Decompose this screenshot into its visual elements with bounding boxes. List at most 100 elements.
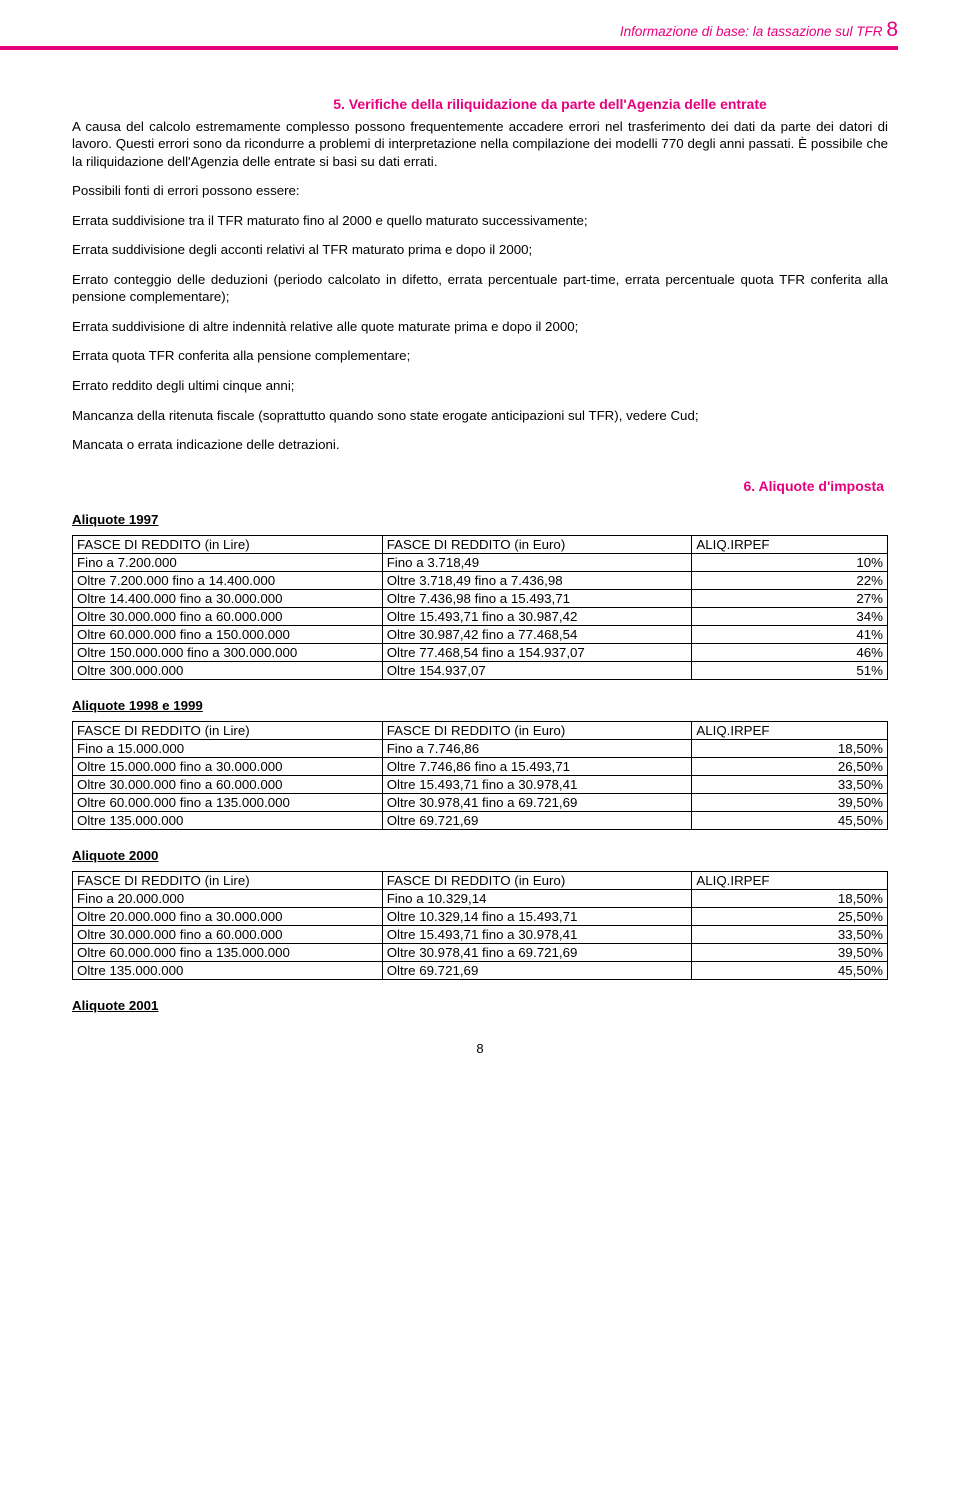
table-cell: Oltre 60.000.000 fino a 135.000.000 xyxy=(73,793,383,811)
table-header-row: FASCE DI REDDITO (in Lire)FASCE DI REDDI… xyxy=(73,535,888,553)
table-cell: 33,50% xyxy=(692,775,888,793)
table-cell: 39,50% xyxy=(692,793,888,811)
table-cell: Oltre 7.200.000 fino a 14.400.000 xyxy=(73,571,383,589)
table-row: Oltre 135.000.000Oltre 69.721,6945,50% xyxy=(73,811,888,829)
table-cell: Oltre 150.000.000 fino a 300.000.000 xyxy=(73,643,383,661)
table-header-row: FASCE DI REDDITO (in Lire)FASCE DI REDDI… xyxy=(73,721,888,739)
table-cell: 41% xyxy=(692,625,888,643)
table-cell: 22% xyxy=(692,571,888,589)
table-row: Oltre 30.000.000 fino a 60.000.000Oltre … xyxy=(73,775,888,793)
table-row: Oltre 7.200.000 fino a 14.400.000Oltre 3… xyxy=(73,571,888,589)
section-5-para-lead: Possibili fonti di errori possono essere… xyxy=(72,182,888,200)
table-cell: 18,50% xyxy=(692,889,888,907)
table-cell: Oltre 15.493,71 fino a 30.978,41 xyxy=(382,925,692,943)
table-cell: Oltre 14.400.000 fino a 30.000.000 xyxy=(73,589,383,607)
aliquote-2001-subhead: Aliquote 2001 xyxy=(72,998,888,1013)
table-cell: Oltre 69.721,69 xyxy=(382,811,692,829)
table-cell: Oltre 154.937,07 xyxy=(382,661,692,679)
error-item: Errato conteggio delle deduzioni (period… xyxy=(72,271,888,306)
table-cell: Oltre 300.000.000 xyxy=(73,661,383,679)
table-cell: Oltre 30.987,42 fino a 77.468,54 xyxy=(382,625,692,643)
table-cell: Oltre 135.000.000 xyxy=(73,961,383,979)
table-header-cell: FASCE DI REDDITO (in Lire) xyxy=(73,535,383,553)
table-cell: Oltre 15.000.000 fino a 30.000.000 xyxy=(73,757,383,775)
error-item: Mancanza della ritenuta fiscale (sopratt… xyxy=(72,407,888,425)
table-header-cell: ALIQ.IRPEF xyxy=(692,721,888,739)
error-item: Errato reddito degli ultimi cinque anni; xyxy=(72,377,888,395)
table-cell: Oltre 60.000.000 fino a 150.000.000 xyxy=(73,625,383,643)
table-cell: 26,50% xyxy=(692,757,888,775)
table-row: Oltre 15.000.000 fino a 30.000.000Oltre … xyxy=(73,757,888,775)
table-cell: Oltre 77.468,54 fino a 154.937,07 xyxy=(382,643,692,661)
table-header-cell: FASCE DI REDDITO (in Euro) xyxy=(382,871,692,889)
table-cell: 18,50% xyxy=(692,739,888,757)
table-cell: Fino a 7.746,86 xyxy=(382,739,692,757)
table-row: Oltre 300.000.000Oltre 154.937,0751% xyxy=(73,661,888,679)
table-row: Oltre 20.000.000 fino a 30.000.000Oltre … xyxy=(73,907,888,925)
table-cell: Oltre 20.000.000 fino a 30.000.000 xyxy=(73,907,383,925)
table-cell: Oltre 30.978,41 fino a 69.721,69 xyxy=(382,793,692,811)
table-cell: 27% xyxy=(692,589,888,607)
table-cell: Fino a 15.000.000 xyxy=(73,739,383,757)
tax-rate-table: FASCE DI REDDITO (in Lire)FASCE DI REDDI… xyxy=(72,721,888,830)
header-page-number: 8 xyxy=(886,18,898,41)
table-row: Oltre 14.400.000 fino a 30.000.000Oltre … xyxy=(73,589,888,607)
tax-rate-table: FASCE DI REDDITO (in Lire)FASCE DI REDDI… xyxy=(72,871,888,980)
section-6-heading: 6. Aliquote d'imposta xyxy=(72,478,888,494)
table-cell: Oltre 30.000.000 fino a 60.000.000 xyxy=(73,925,383,943)
table-cell: 25,50% xyxy=(692,907,888,925)
table-header-cell: ALIQ.IRPEF xyxy=(692,535,888,553)
table-cell: Oltre 7.746,86 fino a 15.493,71 xyxy=(382,757,692,775)
table-header-cell: FASCE DI REDDITO (in Euro) xyxy=(382,535,692,553)
page-header: Informazione di base: la tassazione sul … xyxy=(0,0,960,46)
table-row: Oltre 60.000.000 fino a 150.000.000Oltre… xyxy=(73,625,888,643)
table-cell: 45,50% xyxy=(692,811,888,829)
section-5-para-intro: A causa del calcolo estremamente comples… xyxy=(72,118,888,171)
table-cell: Fino a 20.000.000 xyxy=(73,889,383,907)
table-header-cell: ALIQ.IRPEF xyxy=(692,871,888,889)
table-cell: 33,50% xyxy=(692,925,888,943)
table-cell: 46% xyxy=(692,643,888,661)
table-cell: Oltre 60.000.000 fino a 135.000.000 xyxy=(73,943,383,961)
section-5-heading: 5. Verifiche della riliquidazione da par… xyxy=(72,96,888,112)
error-item: Errata quota TFR conferita alla pensione… xyxy=(72,347,888,365)
table-title: Aliquote 2000 xyxy=(72,848,888,863)
tax-tables-container: Aliquote 1997FASCE DI REDDITO (in Lire)F… xyxy=(72,512,888,980)
error-item: Mancata o errata indicazione delle detra… xyxy=(72,436,888,454)
table-row: Oltre 135.000.000Oltre 69.721,6945,50% xyxy=(73,961,888,979)
table-cell: Oltre 30.000.000 fino a 60.000.000 xyxy=(73,775,383,793)
table-header-row: FASCE DI REDDITO (in Lire)FASCE DI REDDI… xyxy=(73,871,888,889)
table-cell: Oltre 15.493,71 fino a 30.978,41 xyxy=(382,775,692,793)
error-item: Errata suddivisione degli acconti relati… xyxy=(72,241,888,259)
table-header-cell: FASCE DI REDDITO (in Euro) xyxy=(382,721,692,739)
table-row: Oltre 30.000.000 fino a 60.000.000Oltre … xyxy=(73,925,888,943)
table-row: Fino a 15.000.000Fino a 7.746,8618,50% xyxy=(73,739,888,757)
table-cell: Oltre 10.329,14 fino a 15.493,71 xyxy=(382,907,692,925)
table-cell: Fino a 7.200.000 xyxy=(73,553,383,571)
page-body: 5. Verifiche della riliquidazione da par… xyxy=(0,96,960,1080)
table-row: Fino a 20.000.000Fino a 10.329,1418,50% xyxy=(73,889,888,907)
table-header-cell: FASCE DI REDDITO (in Lire) xyxy=(73,871,383,889)
table-header-cell: FASCE DI REDDITO (in Lire) xyxy=(73,721,383,739)
table-title: Aliquote 1998 e 1999 xyxy=(72,698,888,713)
table-cell: 10% xyxy=(692,553,888,571)
footer-page-number: 8 xyxy=(72,1041,888,1056)
table-row: Oltre 150.000.000 fino a 300.000.000Oltr… xyxy=(73,643,888,661)
table-cell: Oltre 7.436,98 fino a 15.493,71 xyxy=(382,589,692,607)
table-cell: Fino a 10.329,14 xyxy=(382,889,692,907)
table-cell: Oltre 30.978,41 fino a 69.721,69 xyxy=(382,943,692,961)
tax-rate-table: FASCE DI REDDITO (in Lire)FASCE DI REDDI… xyxy=(72,535,888,680)
table-cell: Oltre 3.718,49 fino a 7.436,98 xyxy=(382,571,692,589)
header-label: Informazione di base: la tassazione sul … xyxy=(620,24,883,39)
table-row: Oltre 60.000.000 fino a 135.000.000Oltre… xyxy=(73,793,888,811)
table-cell: 45,50% xyxy=(692,961,888,979)
section-5-error-list: Errata suddivisione tra il TFR maturato … xyxy=(72,212,888,454)
table-cell: 34% xyxy=(692,607,888,625)
table-cell: Oltre 30.000.000 fino a 60.000.000 xyxy=(73,607,383,625)
table-title: Aliquote 1997 xyxy=(72,512,888,527)
table-row: Fino a 7.200.000Fino a 3.718,4910% xyxy=(73,553,888,571)
table-cell: Oltre 135.000.000 xyxy=(73,811,383,829)
table-cell: Oltre 15.493,71 fino a 30.987,42 xyxy=(382,607,692,625)
table-row: Oltre 30.000.000 fino a 60.000.000Oltre … xyxy=(73,607,888,625)
table-cell: 51% xyxy=(692,661,888,679)
